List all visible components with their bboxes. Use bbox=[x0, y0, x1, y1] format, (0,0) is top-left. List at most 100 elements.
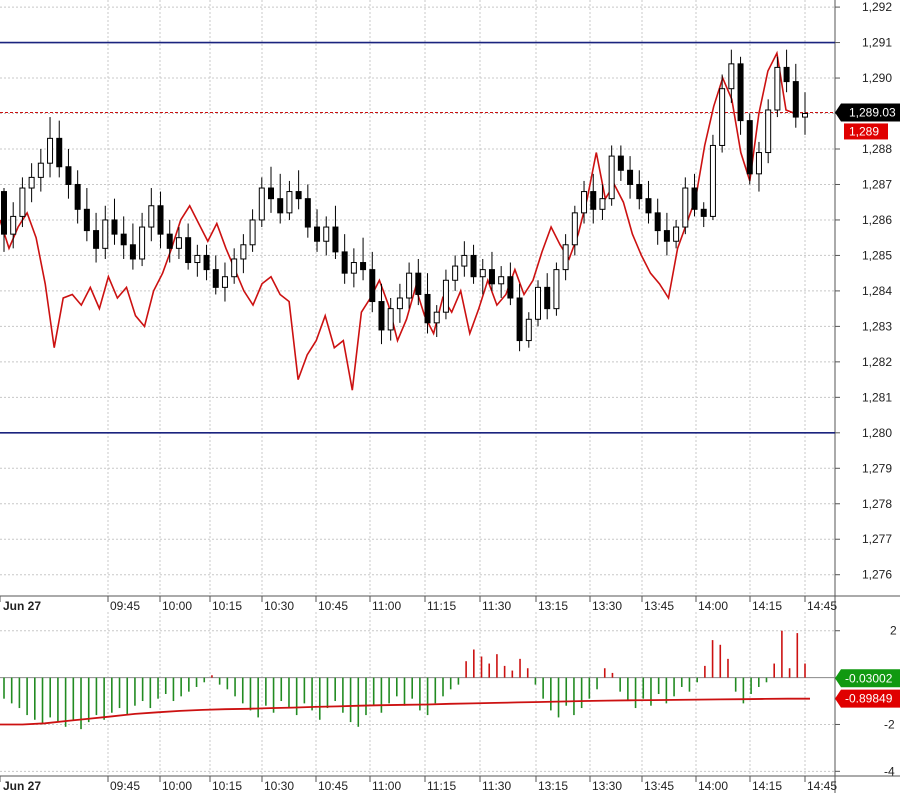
candle-down bbox=[157, 205, 164, 235]
candle-up bbox=[498, 276, 505, 285]
indicator-grid bbox=[0, 612, 900, 777]
price-tick-label: 1,290 bbox=[862, 71, 892, 85]
candle-up bbox=[535, 286, 541, 320]
candle-up bbox=[479, 269, 486, 278]
indicator-signal-layer bbox=[0, 697, 810, 726]
indicator-time-tick-label: 11:15 bbox=[427, 779, 456, 793]
price-tick-label: 1,280 bbox=[862, 426, 892, 440]
candle-down bbox=[783, 66, 790, 83]
candle-up bbox=[802, 113, 808, 118]
red-line-tag bbox=[844, 123, 888, 140]
candle-down bbox=[617, 155, 624, 171]
candle-down bbox=[360, 262, 367, 271]
indicator-time-tick-label: 10:30 bbox=[264, 779, 294, 793]
signal-line bbox=[0, 697, 810, 726]
candle-up bbox=[461, 254, 468, 267]
candle-down bbox=[627, 169, 634, 185]
indicator-histogram bbox=[3, 630, 806, 730]
candle-up bbox=[139, 226, 146, 260]
candle-up bbox=[406, 272, 413, 299]
candle-down bbox=[645, 198, 652, 214]
time-tick-label: 10:30 bbox=[264, 599, 294, 613]
time-tick-label: 11:00 bbox=[372, 599, 401, 613]
indicator-time-tick-label: 10:45 bbox=[318, 779, 348, 793]
red-series-layer bbox=[0, 50, 796, 391]
price-axis: 1,276 1,277 1,278 1,279 1,280 1,281 1,282 1,283… bbox=[835, 0, 900, 582]
candle-down bbox=[314, 226, 321, 242]
candle-up bbox=[19, 187, 26, 217]
candle-down bbox=[129, 244, 136, 260]
price-time-axis: Jun 27 09:45 10:00 10:15 10:30 10:45 11:00 11:1… bbox=[0, 596, 837, 613]
indicator-time-tick-label: 13:30 bbox=[592, 779, 622, 793]
price-tick-label: 1,284 bbox=[862, 284, 892, 298]
price-tick-label: 1,286 bbox=[862, 213, 892, 227]
candle-up bbox=[728, 63, 735, 90]
indicator-axis: 2 -2 -4 -0.03002 -0.89849 bbox=[835, 624, 900, 778]
indicator-tick-label: -2 bbox=[884, 717, 895, 731]
indicator-tick-label: 2 bbox=[890, 624, 897, 638]
red-series-line bbox=[0, 50, 796, 391]
time-tick-label: 14:15 bbox=[752, 599, 782, 613]
time-tick-label: 13:15 bbox=[538, 599, 568, 613]
indicator-time-tick-label: Jun 27 bbox=[3, 779, 41, 793]
candle-down bbox=[277, 198, 284, 214]
indicator-time-tick-label: 13:15 bbox=[538, 779, 568, 793]
candle-up bbox=[175, 237, 182, 249]
price-tick-label: 1,292 bbox=[862, 0, 892, 14]
candle-down bbox=[700, 208, 707, 217]
indicator-time-tick-label: 14:45 bbox=[807, 779, 837, 793]
candle-down bbox=[663, 230, 670, 242]
time-tick-label: 09:45 bbox=[110, 599, 140, 613]
candle-down bbox=[424, 293, 431, 324]
red-line-tag-label: 1,289 bbox=[849, 124, 879, 138]
candle-up bbox=[755, 152, 762, 175]
histogram-value-tag-label: -0.03002 bbox=[845, 671, 893, 685]
candle-up bbox=[599, 198, 606, 210]
time-tick-label: 11:15 bbox=[427, 599, 456, 613]
candle-down bbox=[83, 208, 90, 232]
candle-up bbox=[433, 311, 440, 324]
time-tick-label: 10:45 bbox=[318, 599, 348, 613]
candle-down bbox=[332, 226, 339, 253]
candle-down bbox=[369, 269, 376, 303]
candle-down bbox=[65, 166, 72, 185]
candle-down bbox=[93, 230, 100, 249]
time-tick-label: Jun 27 bbox=[3, 599, 41, 613]
candle-up bbox=[148, 205, 155, 228]
candle-up bbox=[396, 297, 403, 310]
candle-up bbox=[286, 191, 293, 214]
candle-down bbox=[185, 237, 192, 264]
candle-down bbox=[415, 272, 422, 295]
price-tick-label: 1,281 bbox=[862, 390, 892, 404]
candle-up bbox=[553, 269, 560, 310]
candle-up bbox=[221, 276, 228, 288]
candle-up bbox=[682, 187, 689, 228]
candle-down bbox=[295, 191, 302, 200]
candle-up bbox=[525, 318, 532, 342]
price-tick-label: 1,277 bbox=[862, 532, 892, 546]
candle-down bbox=[516, 297, 523, 342]
candle-down bbox=[56, 137, 63, 168]
candle-down bbox=[304, 198, 311, 228]
indicator-time-tick-label: 10:00 bbox=[162, 779, 192, 793]
candle-up bbox=[571, 212, 578, 246]
candle-down bbox=[654, 212, 661, 232]
candle-up bbox=[774, 66, 781, 111]
candle-up bbox=[194, 254, 201, 264]
candle-up bbox=[10, 215, 17, 235]
indicator-time-tick-label: 13:45 bbox=[644, 779, 674, 793]
candle-up bbox=[28, 176, 35, 189]
candle-down bbox=[636, 183, 643, 200]
price-tick-label: 1,282 bbox=[862, 355, 892, 369]
candle-down bbox=[111, 219, 118, 235]
histogram-value-tag bbox=[835, 669, 900, 688]
candle-up bbox=[719, 88, 726, 146]
candle-down bbox=[268, 187, 274, 200]
candle-down bbox=[212, 269, 219, 288]
indicator-time-tick-label: 14:00 bbox=[698, 779, 728, 793]
time-tick-label: 11:30 bbox=[482, 599, 511, 613]
candle-up bbox=[47, 137, 54, 164]
candle-down bbox=[120, 233, 127, 246]
